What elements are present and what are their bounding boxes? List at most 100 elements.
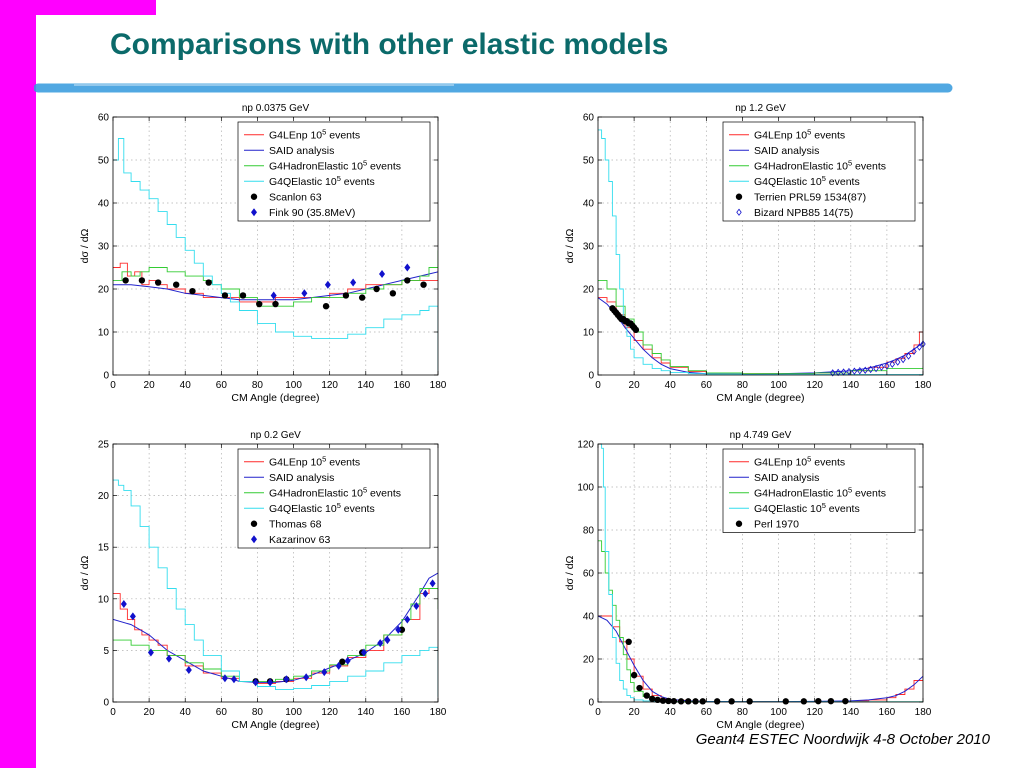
legend-label: G4HadronElastic 105 events [269, 159, 401, 173]
y-tick-label: 20 [583, 655, 595, 666]
data-point [830, 369, 836, 377]
data-point [670, 697, 678, 705]
data-point [889, 360, 896, 368]
y-axis-label: dσ / dΩ [564, 555, 576, 590]
data-point [916, 343, 923, 351]
x-tick-label: 60 [216, 380, 228, 391]
data-point [344, 656, 351, 665]
data-point [746, 698, 753, 705]
x-axis-label: CM Angle (degree) [716, 392, 804, 404]
data-point [713, 698, 721, 705]
y-tick-label: 50 [98, 156, 110, 167]
y-tick-label: 25 [98, 440, 110, 451]
y-tick-label: 120 [577, 440, 594, 451]
x-tick-label: 140 [357, 707, 374, 718]
x-tick-label: 20 [144, 380, 156, 391]
data-point [270, 291, 277, 300]
legend-label: G4LEnp 105 events [754, 455, 845, 469]
x-tick-label: 160 [879, 707, 896, 718]
x-tick-label: 120 [806, 707, 823, 718]
legend-swatch [251, 535, 257, 544]
legend: G4LEnp 105 events SAID analysis G4HadronEl… [722, 121, 916, 222]
legend-box [237, 448, 431, 549]
data-point [256, 300, 263, 308]
legend-swatch [735, 193, 743, 200]
sidebar-magenta-bar [0, 0, 36, 768]
data-point [900, 355, 906, 364]
x-tick-label: 160 [394, 707, 411, 718]
data-point [404, 277, 411, 284]
legend-label: G4HadronElastic 105 events [754, 486, 886, 500]
data-point [301, 289, 308, 298]
data-point [413, 602, 420, 611]
data-point [815, 697, 822, 705]
y-axis-label: dσ / dΩ [564, 228, 576, 263]
x-tick-label: 160 [394, 380, 411, 391]
x-tick-label: 140 [842, 707, 859, 718]
data-point [230, 675, 237, 684]
y-tick-label: 30 [98, 242, 110, 253]
data-point [283, 675, 290, 684]
data-point [267, 678, 274, 687]
x-tick-label: 80 [252, 707, 264, 718]
data-point [632, 326, 640, 334]
x-tick-label: 40 [665, 380, 677, 391]
x-tick-label: 80 [737, 707, 749, 718]
data-point [782, 698, 789, 705]
y-tick-label: 60 [583, 569, 595, 580]
legend: G4LEnp 105 events SAID analysis G4HadronEl… [237, 121, 431, 222]
x-tick-label: 120 [321, 707, 338, 718]
data-point [842, 697, 849, 705]
legend-label: Fink 90 (35.8MeV) [269, 207, 355, 219]
data-point [189, 287, 196, 295]
x-tick-label: 100 [285, 380, 302, 391]
data-point [379, 269, 386, 278]
x-tick-label: 40 [180, 707, 192, 718]
y-tick-label: 60 [98, 113, 110, 124]
data-point [324, 280, 331, 289]
data-point [335, 661, 342, 670]
x-tick-label: 0 [110, 707, 116, 718]
chart-title: np 0.2 GeV [250, 430, 301, 441]
data-point [185, 666, 192, 675]
legend-label: G4QElastic 105 events [754, 174, 860, 188]
data-point [358, 294, 366, 301]
data-point [905, 352, 912, 360]
data-point [395, 625, 402, 634]
data-point [272, 300, 279, 308]
y-tick-label: 5 [103, 646, 109, 657]
legend-label: Perl 1970 [754, 519, 799, 531]
data-point [878, 363, 885, 371]
y-tick-label: 40 [583, 612, 595, 623]
y-tick-label: 20 [98, 285, 110, 296]
x-tick-label: 20 [629, 707, 641, 718]
data-point [221, 292, 229, 299]
x-tick-label: 180 [430, 380, 447, 391]
data-point [643, 692, 650, 699]
legend-swatch [736, 208, 742, 216]
legend-label: Terrien PRL59 1534(87) [754, 192, 866, 204]
data-point [147, 648, 154, 657]
legend: G4LEnp 105 events SAID analysis G4HadronEl… [237, 448, 431, 549]
x-tick-label: 0 [595, 380, 601, 391]
x-tick-label: 100 [770, 380, 787, 391]
data-point [625, 638, 632, 645]
chart-title: np 0.0375 GeV [242, 103, 310, 114]
legend-label: G4HadronElastic 105 events [269, 486, 401, 500]
data-point [172, 281, 180, 288]
y-tick-label: 0 [103, 698, 109, 709]
y-tick-label: 20 [583, 285, 595, 296]
data-point [221, 674, 228, 683]
x-tick-label: 120 [321, 380, 338, 391]
series-histogram [113, 479, 438, 697]
top-magenta-strip [36, 0, 156, 15]
y-tick-label: 20 [98, 491, 110, 502]
data-point [429, 579, 436, 588]
data-point [205, 279, 212, 286]
legend-label: SAID analysis [269, 145, 334, 157]
legend-label: G4HadronElastic 105 events [754, 159, 886, 173]
legend-label: G4QElastic 105 events [269, 501, 375, 515]
x-tick-label: 100 [770, 707, 787, 718]
x-tick-label: 40 [180, 380, 192, 391]
y-tick-label: 30 [583, 242, 595, 253]
